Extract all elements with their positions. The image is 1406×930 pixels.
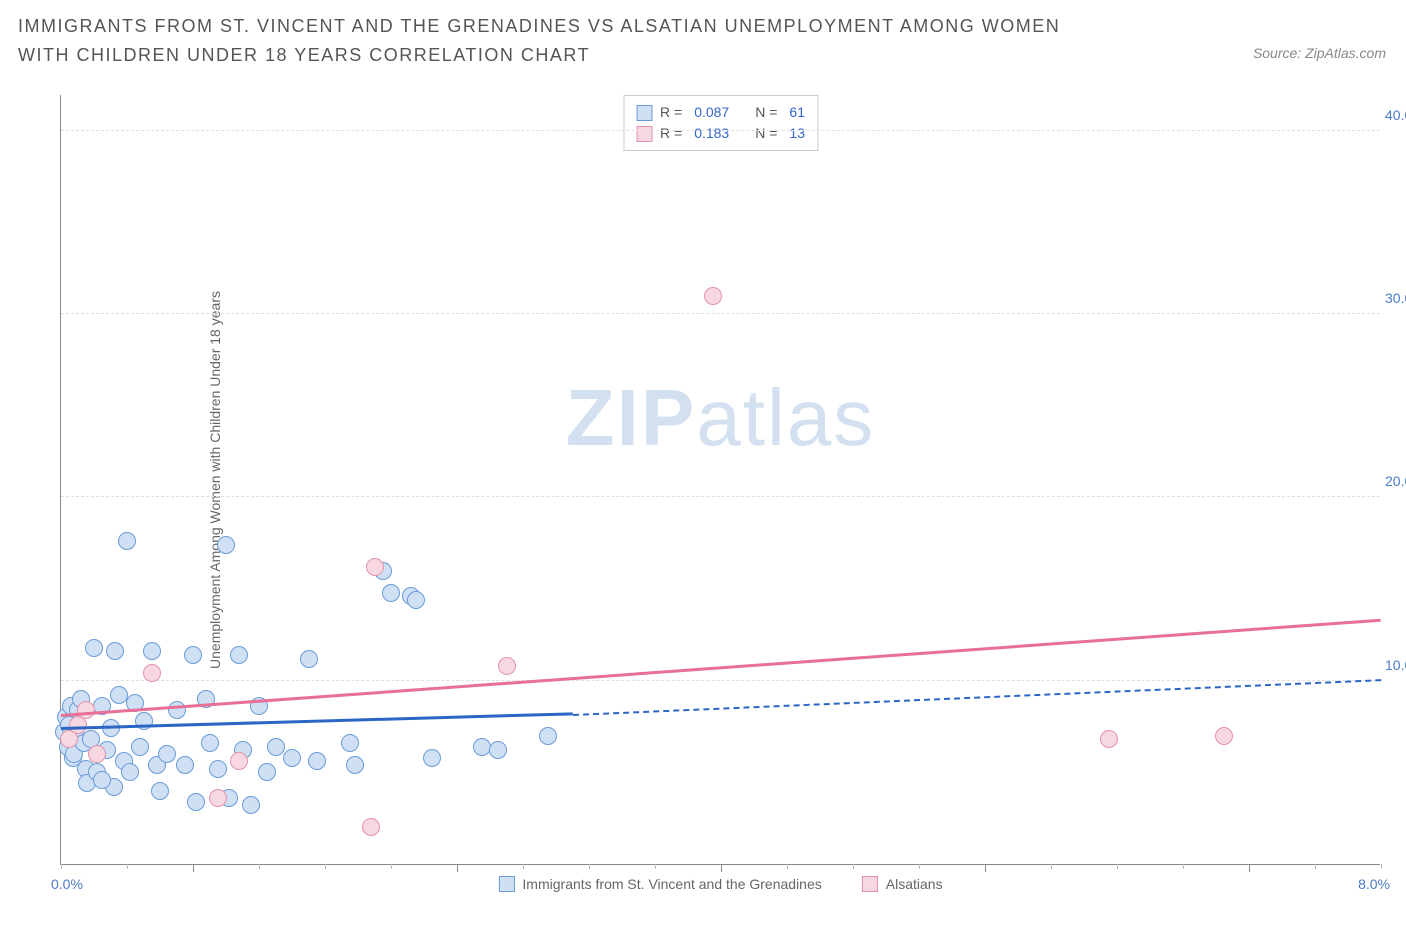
legend-swatch-pink xyxy=(636,126,652,142)
data-point-blue xyxy=(341,734,359,752)
y-tick-label: 40.0% xyxy=(1385,107,1406,123)
legend-item-pink: Alsatians xyxy=(862,876,943,892)
watermark: ZIPatlas xyxy=(566,372,875,464)
chart-title: IMMIGRANTS FROM ST. VINCENT AND THE GREN… xyxy=(18,12,1118,70)
data-point-blue xyxy=(106,642,124,660)
data-point-blue xyxy=(230,646,248,664)
data-point-blue xyxy=(184,646,202,664)
data-point-pink xyxy=(88,745,106,763)
gridline xyxy=(61,680,1380,681)
x-tick-major xyxy=(1249,864,1250,872)
trend-line-blue-extrapolated xyxy=(572,679,1381,716)
legend-swatch-pink-icon xyxy=(862,876,878,892)
y-axis-label: Unemployment Among Women with Children U… xyxy=(207,291,223,669)
data-point-pink xyxy=(704,287,722,305)
data-point-blue xyxy=(217,536,235,554)
scatter-plot: Unemployment Among Women with Children U… xyxy=(60,95,1380,865)
data-point-blue xyxy=(168,701,186,719)
x-tick-minor xyxy=(853,864,854,869)
x-tick-major xyxy=(721,864,722,872)
data-point-pink xyxy=(143,664,161,682)
data-point-blue xyxy=(267,738,285,756)
y-tick-label: 30.0% xyxy=(1385,290,1406,306)
legend-label-pink: Alsatians xyxy=(886,876,943,892)
data-point-blue xyxy=(187,793,205,811)
x-tick-minor xyxy=(1315,864,1316,869)
data-point-blue xyxy=(258,763,276,781)
trend-line-pink xyxy=(61,619,1381,717)
x-tick-minor xyxy=(787,864,788,869)
data-point-blue xyxy=(110,686,128,704)
legend-item-blue: Immigrants from St. Vincent and the Gren… xyxy=(498,876,821,892)
series-legend: Immigrants from St. Vincent and the Gren… xyxy=(498,876,942,892)
x-axis-min-label: 0.0% xyxy=(51,876,83,892)
x-tick-minor xyxy=(1117,864,1118,869)
data-point-blue xyxy=(242,796,260,814)
x-tick-minor xyxy=(61,864,62,869)
gridline xyxy=(61,130,1380,131)
data-point-blue xyxy=(151,782,169,800)
data-point-blue xyxy=(131,738,149,756)
data-point-blue xyxy=(300,650,318,668)
data-point-pink xyxy=(230,752,248,770)
data-point-blue xyxy=(539,727,557,745)
data-point-pink xyxy=(498,657,516,675)
x-tick-minor xyxy=(259,864,260,869)
x-tick-major xyxy=(985,864,986,872)
legend-swatch-blue xyxy=(636,105,652,121)
data-point-blue xyxy=(423,749,441,767)
data-point-blue xyxy=(158,745,176,763)
x-tick-minor xyxy=(919,864,920,869)
data-point-blue xyxy=(308,752,326,770)
x-tick-minor xyxy=(1183,864,1184,869)
correlation-legend: R = 0.087 N = 61 R = 0.183 N = 13 xyxy=(623,95,818,151)
data-point-blue xyxy=(201,734,219,752)
data-point-blue xyxy=(85,639,103,657)
data-point-blue xyxy=(118,532,136,550)
legend-swatch-blue-icon xyxy=(498,876,514,892)
data-point-blue xyxy=(489,741,507,759)
gridline xyxy=(61,313,1380,314)
x-tick-minor xyxy=(127,864,128,869)
data-point-pink xyxy=(1100,730,1118,748)
y-tick-label: 20.0% xyxy=(1385,473,1406,489)
source-attribution: Source: ZipAtlas.com xyxy=(1253,45,1386,61)
data-point-blue xyxy=(407,591,425,609)
x-tick-minor xyxy=(589,864,590,869)
legend-label-blue: Immigrants from St. Vincent and the Gren… xyxy=(522,876,821,892)
data-point-blue xyxy=(346,756,364,774)
legend-row-pink: R = 0.183 N = 13 xyxy=(636,123,805,144)
x-tick-major xyxy=(457,864,458,872)
x-tick-minor xyxy=(655,864,656,869)
data-point-blue xyxy=(473,738,491,756)
x-tick-minor xyxy=(1051,864,1052,869)
data-point-blue xyxy=(143,642,161,660)
data-point-pink xyxy=(77,701,95,719)
data-point-blue xyxy=(382,584,400,602)
data-point-blue xyxy=(209,760,227,778)
data-point-blue xyxy=(283,749,301,767)
x-tick-minor xyxy=(523,864,524,869)
x-tick-major xyxy=(193,864,194,872)
x-tick-minor xyxy=(325,864,326,869)
data-point-pink xyxy=(209,789,227,807)
gridline xyxy=(61,496,1380,497)
x-axis-max-label: 8.0% xyxy=(1358,876,1390,892)
x-tick-minor xyxy=(391,864,392,869)
data-point-blue xyxy=(121,763,139,781)
data-point-pink xyxy=(362,818,380,836)
data-point-pink xyxy=(1215,727,1233,745)
x-tick-minor xyxy=(1381,864,1382,869)
data-point-blue xyxy=(176,756,194,774)
legend-row-blue: R = 0.087 N = 61 xyxy=(636,102,805,123)
data-point-pink xyxy=(366,558,384,576)
y-tick-label: 10.0% xyxy=(1385,657,1406,673)
data-point-blue xyxy=(93,771,111,789)
